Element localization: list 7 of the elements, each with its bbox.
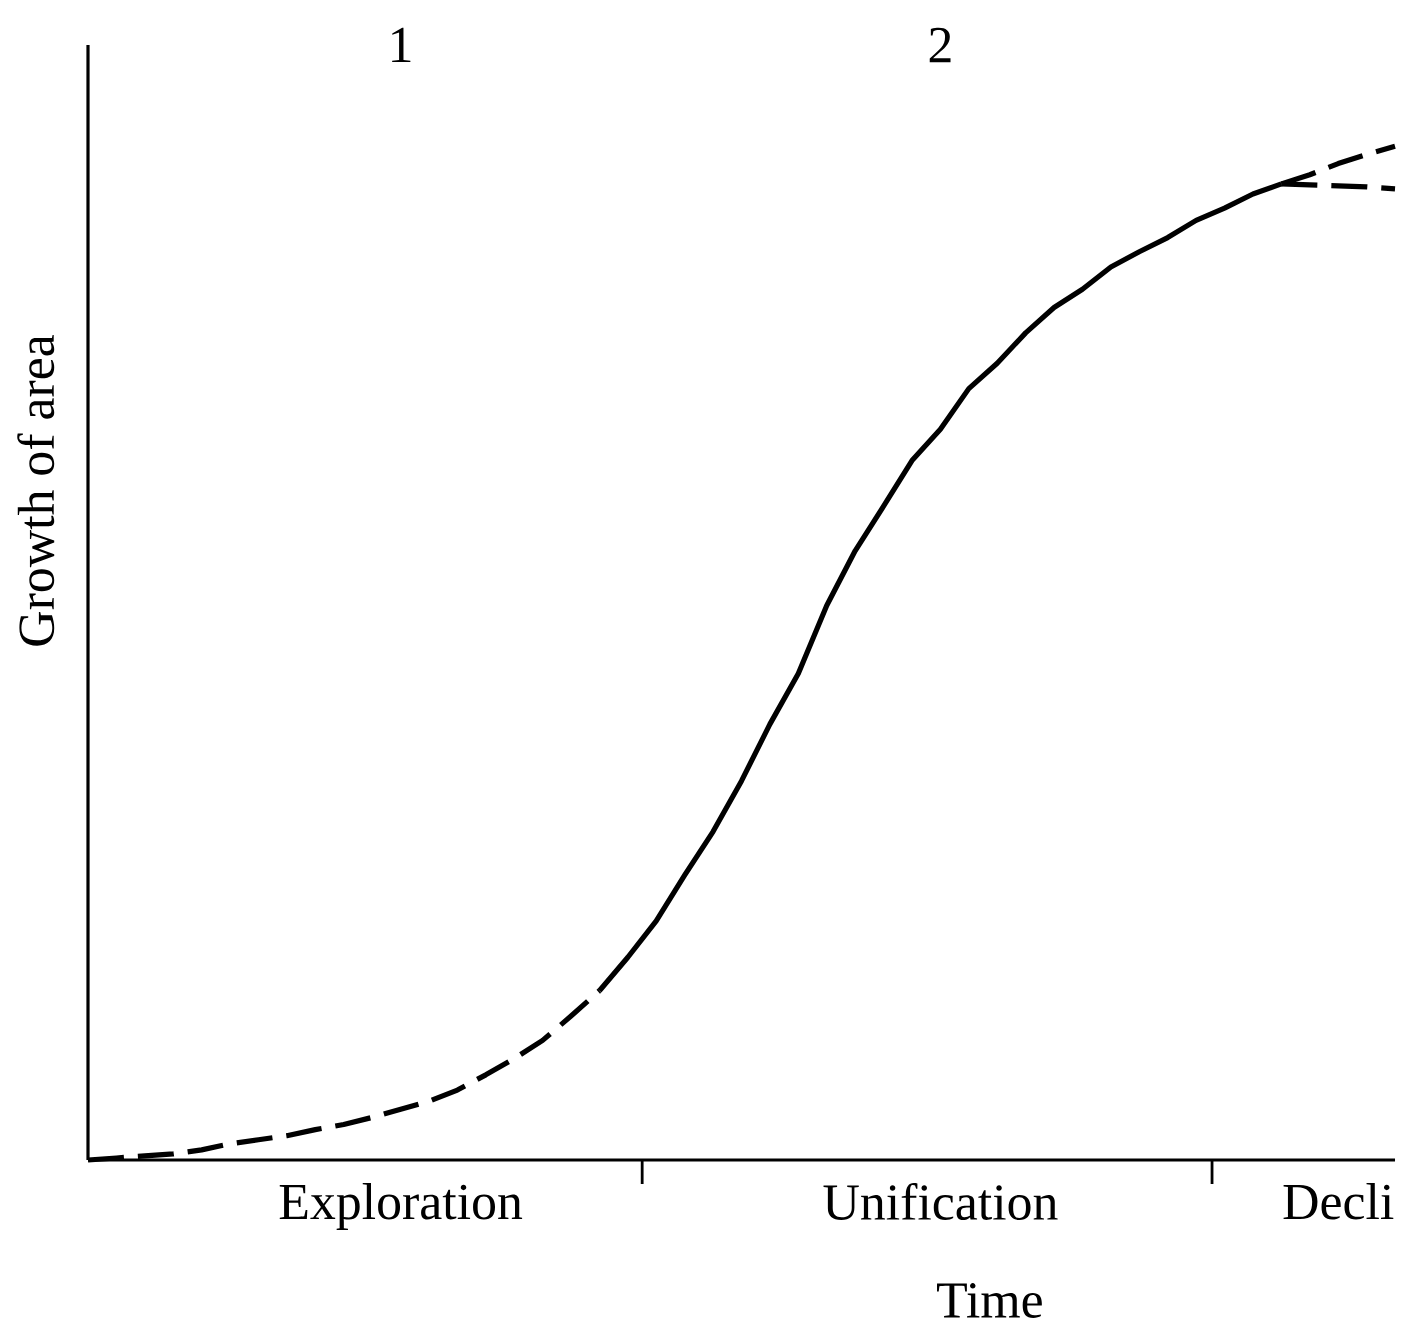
x-tick-label: Decli	[1283, 1183, 1394, 1220]
y-axis-title: Growth of area	[17, 334, 55, 646]
x-axis-title: Time	[937, 1283, 1042, 1318]
x-tick-label: Unification	[823, 1183, 1058, 1221]
x-tick-label: Exploration	[279, 1183, 523, 1231]
text: 1	[392, 27, 411, 63]
text: 2	[929, 27, 951, 63]
